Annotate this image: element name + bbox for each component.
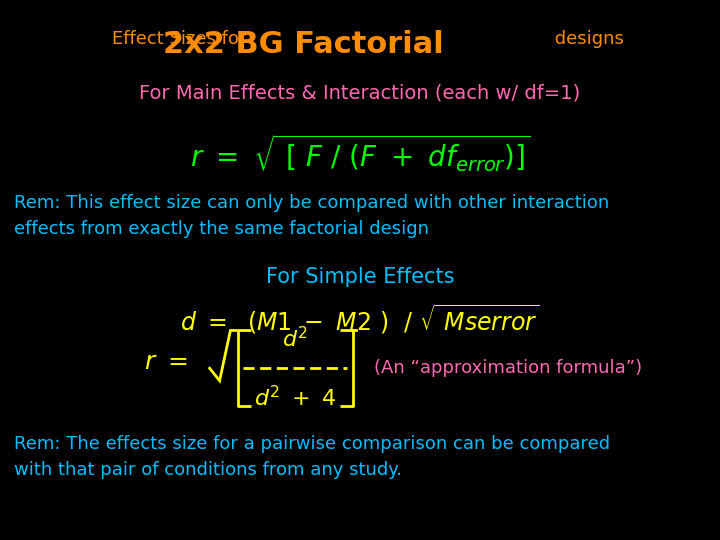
Text: $d^2 \ + \ 4$: $d^2 \ + \ 4$ [253, 386, 337, 410]
Text: effects from exactly the same factorial design: effects from exactly the same factorial … [14, 220, 429, 238]
Text: (An “approximation formula”): (An “approximation formula”) [374, 359, 642, 377]
Text: For Simple Effects: For Simple Effects [266, 267, 454, 287]
Text: with that pair of conditions from any study.: with that pair of conditions from any st… [14, 461, 402, 478]
Text: Rem: This effect size can only be compared with other interaction: Rem: This effect size can only be compar… [14, 194, 610, 212]
Text: 2x2 BG Factorial: 2x2 BG Factorial [163, 30, 444, 59]
Text: $r \ = \ $: $r \ = \ $ [144, 350, 187, 374]
Text: Effect Sizes for: Effect Sizes for [112, 30, 252, 48]
Text: For Main Effects & Interaction (each w/ df=1): For Main Effects & Interaction (each w/ … [140, 84, 580, 103]
Text: designs: designs [549, 30, 624, 48]
Text: $d \ = \ \ (M1 \ - \ M2 \ ) \ \ / \ \sqrt{\ Mserror}$: $d \ = \ \ (M1 \ - \ M2 \ ) \ \ / \ \sqr… [180, 302, 540, 336]
Text: $r \ = \ \sqrt{\ [ \ F \ / \ (F \ + \ df_{error})]}$: $r \ = \ \sqrt{\ [ \ F \ / \ (F \ + \ df… [189, 132, 531, 174]
Text: $d^2$: $d^2$ [282, 326, 308, 351]
Text: Rem: The effects size for a pairwise comparison can be compared: Rem: The effects size for a pairwise com… [14, 435, 611, 453]
